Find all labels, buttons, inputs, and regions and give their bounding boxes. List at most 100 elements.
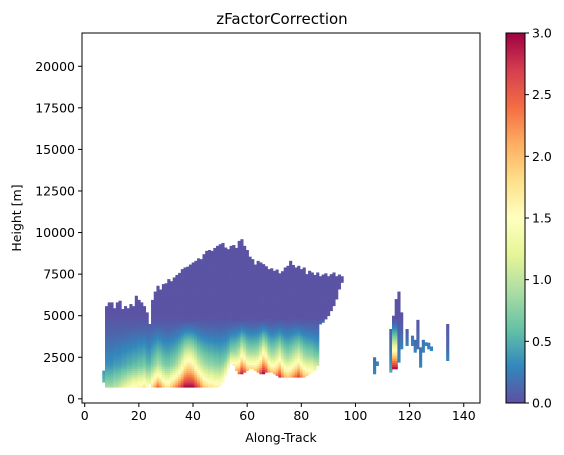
heatmap-cell bbox=[324, 285, 328, 289]
heatmap-cell bbox=[113, 337, 117, 340]
heatmap-cell bbox=[397, 320, 401, 324]
heatmap-cell bbox=[194, 304, 198, 307]
heatmap-cell bbox=[172, 349, 176, 353]
heatmap-cell bbox=[324, 314, 328, 318]
heatmap-cell bbox=[126, 333, 130, 336]
heatmap-cell bbox=[156, 306, 160, 309]
heatmap-cell bbox=[294, 337, 298, 341]
heatmap-cell bbox=[186, 366, 190, 369]
heatmap-cell bbox=[199, 360, 203, 363]
heatmap-cell bbox=[115, 368, 119, 371]
heatmap-cell bbox=[275, 363, 279, 366]
heatmap-cell bbox=[234, 347, 239, 351]
heatmap-cell bbox=[156, 347, 160, 351]
heatmap-cell bbox=[107, 326, 111, 330]
heatmap-cell bbox=[197, 277, 201, 280]
heatmap-cell bbox=[329, 308, 333, 312]
heatmap-cell bbox=[226, 262, 230, 266]
heatmap-cell bbox=[123, 314, 128, 317]
heatmap-cell bbox=[224, 367, 228, 370]
heatmap-cell bbox=[207, 376, 212, 380]
heatmap-cell bbox=[237, 326, 241, 329]
heatmap-cell bbox=[232, 315, 236, 319]
heatmap-cell bbox=[151, 339, 155, 342]
heatmap-cell bbox=[318, 321, 323, 325]
heatmap-cell bbox=[159, 378, 163, 382]
heatmap-cell bbox=[129, 364, 133, 367]
heatmap-cell bbox=[161, 335, 165, 338]
heatmap-cell bbox=[299, 292, 304, 295]
heatmap-cell bbox=[302, 308, 306, 312]
heatmap-cell bbox=[305, 352, 309, 356]
heatmap-cell bbox=[291, 271, 295, 274]
heatmap-cell bbox=[180, 272, 184, 276]
heatmap-cell bbox=[172, 353, 176, 357]
heatmap-cell bbox=[373, 365, 377, 369]
heatmap-cell bbox=[180, 269, 184, 272]
heatmap-cell bbox=[394, 354, 398, 357]
heatmap-cell bbox=[115, 343, 119, 347]
heatmap-cell bbox=[205, 314, 209, 317]
heatmap-cell bbox=[186, 274, 190, 278]
heatmap-cell bbox=[194, 272, 198, 276]
heatmap-cell bbox=[302, 275, 306, 278]
heatmap-cell bbox=[218, 296, 222, 299]
heatmap-cell bbox=[321, 303, 325, 307]
heatmap-cell bbox=[308, 305, 312, 308]
heatmap-cell bbox=[102, 375, 106, 379]
heatmap-cell bbox=[394, 327, 398, 330]
heatmap-cell bbox=[202, 360, 206, 363]
heatmap-cell bbox=[221, 257, 225, 260]
heatmap-cell bbox=[180, 385, 184, 388]
heatmap-cell bbox=[126, 326, 130, 330]
heatmap-cell bbox=[394, 352, 398, 355]
heatmap-cell bbox=[191, 362, 195, 365]
heatmap-cell bbox=[291, 275, 295, 278]
heatmap-cell bbox=[167, 291, 171, 295]
heatmap-cell bbox=[156, 374, 160, 378]
heatmap-cell bbox=[142, 349, 147, 353]
heatmap-cell bbox=[224, 346, 228, 349]
heatmap-cell bbox=[137, 368, 141, 371]
heatmap-cell bbox=[234, 277, 239, 280]
heatmap-cell bbox=[207, 295, 212, 299]
heatmap-cell bbox=[202, 353, 206, 357]
heatmap-cell bbox=[197, 353, 201, 357]
heatmap-cell bbox=[137, 314, 141, 317]
heatmap-cell bbox=[145, 341, 149, 344]
heatmap-cell bbox=[110, 335, 114, 338]
heatmap-cell bbox=[243, 355, 247, 359]
heatmap-cell bbox=[180, 360, 184, 363]
heatmap-cell bbox=[237, 317, 241, 321]
heatmap-cell bbox=[232, 261, 236, 265]
heatmap-cell bbox=[297, 352, 301, 355]
heatmap-cell bbox=[332, 293, 336, 296]
heatmap-cell bbox=[218, 356, 222, 359]
heatmap-cell bbox=[294, 325, 298, 328]
heatmap-cell bbox=[413, 343, 417, 347]
heatmap-cell bbox=[151, 299, 155, 303]
heatmap-cell bbox=[224, 259, 228, 262]
heatmap-cell bbox=[164, 337, 168, 340]
heatmap-cell bbox=[243, 330, 247, 334]
heatmap-cell bbox=[207, 304, 212, 307]
heatmap-cell bbox=[137, 324, 141, 328]
heatmap-cell bbox=[224, 292, 228, 295]
heatmap-cell bbox=[105, 362, 109, 365]
heatmap-cell bbox=[281, 366, 285, 370]
heatmap-cell bbox=[210, 378, 214, 382]
heatmap-cell bbox=[253, 316, 258, 320]
heatmap-cell bbox=[105, 378, 109, 382]
y-tick-label: 2500 bbox=[43, 350, 75, 365]
heatmap-cell bbox=[145, 339, 149, 342]
heatmap-cell bbox=[237, 274, 241, 277]
heatmap-cell bbox=[234, 289, 239, 292]
heatmap-cell bbox=[126, 331, 130, 334]
heatmap-cell bbox=[299, 329, 304, 332]
heatmap-cell bbox=[153, 368, 157, 371]
heatmap-cell bbox=[289, 337, 293, 341]
heatmap-cell bbox=[167, 380, 171, 384]
heatmap-cell bbox=[207, 299, 212, 303]
heatmap-cell bbox=[283, 294, 287, 297]
heatmap-cell bbox=[327, 296, 331, 300]
